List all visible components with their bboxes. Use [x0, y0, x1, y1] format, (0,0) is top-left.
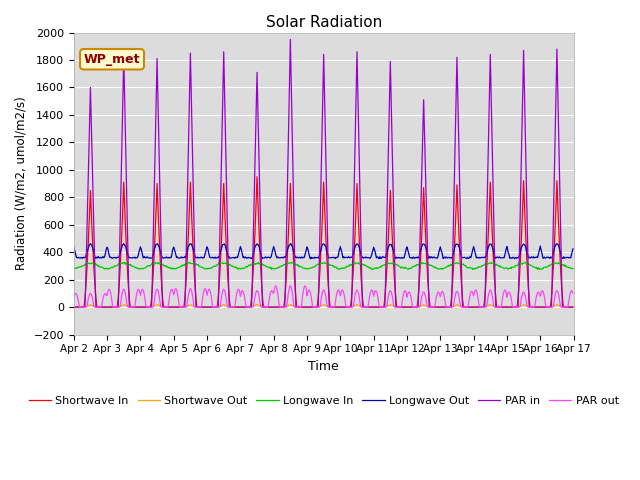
Shortwave Out — [253, 301, 261, 307]
Shortwave Out — [131, 304, 138, 310]
Shortwave Out — [569, 304, 577, 310]
Longwave Out — [385, 243, 393, 249]
Shortwave Out — [79, 304, 86, 310]
PAR in — [70, 304, 77, 310]
PAR out — [79, 304, 87, 310]
PAR out — [569, 290, 577, 296]
Line: Shortwave Out: Shortwave Out — [74, 304, 573, 307]
PAR out — [385, 290, 393, 296]
Shortwave Out — [207, 304, 215, 310]
Longwave In — [181, 262, 189, 268]
Longwave Out — [208, 255, 216, 261]
Shortwave Out — [181, 304, 189, 310]
Text: WP_met: WP_met — [84, 53, 140, 66]
Shortwave In — [385, 238, 392, 243]
Line: Longwave In: Longwave In — [74, 263, 573, 270]
PAR out — [208, 298, 216, 304]
Shortwave In — [70, 304, 77, 310]
Longwave In — [186, 260, 193, 265]
PAR out — [182, 304, 189, 310]
PAR out — [399, 291, 407, 297]
Shortwave In — [569, 304, 577, 310]
Longwave Out — [399, 254, 407, 260]
Longwave In — [208, 265, 216, 271]
PAR out — [131, 303, 139, 309]
PAR out — [70, 295, 77, 301]
Shortwave Out — [385, 303, 392, 309]
PAR in — [181, 304, 189, 310]
Longwave In — [569, 266, 577, 272]
PAR out — [287, 283, 294, 288]
PAR in — [207, 304, 215, 310]
Longwave Out — [186, 241, 194, 247]
Shortwave In — [181, 296, 189, 301]
PAR in — [131, 304, 138, 310]
PAR in — [385, 155, 392, 160]
Line: Shortwave In: Shortwave In — [74, 177, 573, 307]
Longwave Out — [569, 246, 577, 252]
X-axis label: Time: Time — [308, 360, 339, 373]
Longwave In — [79, 264, 86, 269]
Shortwave In — [79, 304, 86, 310]
Line: Longwave Out: Longwave Out — [74, 244, 573, 259]
Longwave Out — [181, 254, 189, 260]
Y-axis label: Radiation (W/m2, umol/m2/s): Radiation (W/m2, umol/m2/s) — [15, 96, 28, 270]
Shortwave In — [207, 304, 215, 310]
Line: PAR out: PAR out — [74, 286, 573, 307]
Longwave Out — [131, 255, 138, 261]
Shortwave In — [253, 174, 261, 180]
Longwave Out — [307, 256, 314, 262]
Title: Solar Radiation: Solar Radiation — [266, 15, 382, 30]
PAR in — [79, 304, 86, 310]
PAR in — [399, 304, 406, 310]
Legend: Shortwave In, Shortwave Out, Longwave In, Longwave Out, PAR in, PAR out: Shortwave In, Shortwave Out, Longwave In… — [24, 391, 623, 410]
Longwave In — [469, 267, 477, 273]
PAR out — [76, 304, 84, 310]
Longwave In — [385, 260, 392, 266]
Longwave In — [131, 264, 138, 270]
Longwave In — [399, 264, 406, 270]
Longwave Out — [70, 244, 77, 250]
Shortwave In — [399, 304, 406, 310]
PAR in — [287, 36, 294, 42]
Shortwave Out — [399, 304, 406, 310]
Longwave Out — [79, 255, 86, 261]
Shortwave Out — [70, 304, 77, 310]
Shortwave In — [131, 304, 138, 310]
PAR in — [569, 304, 577, 310]
Line: PAR in: PAR in — [74, 39, 573, 307]
Longwave In — [70, 265, 77, 271]
